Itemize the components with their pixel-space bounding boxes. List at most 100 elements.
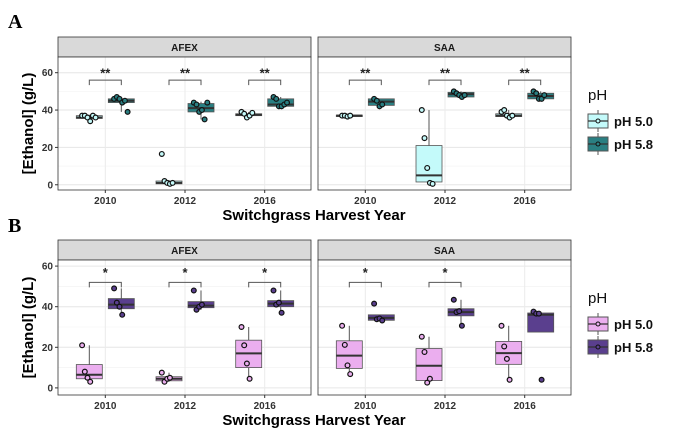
data-point [158, 369, 165, 376]
data-point [111, 285, 118, 292]
significance-label: * [262, 265, 268, 280]
data-point [273, 95, 280, 102]
data-point [87, 118, 94, 125]
y-axis-title: [Ethanol] (g/L) [20, 73, 37, 175]
legend-point [595, 344, 601, 350]
significance-label: ** [520, 66, 531, 81]
legend-title: pH [588, 87, 607, 104]
data-point [373, 97, 380, 104]
data-point [204, 99, 211, 106]
data-point [158, 150, 165, 157]
y-tick-label: 40 [42, 302, 54, 313]
boxplot-2010-ph50 [335, 112, 363, 120]
legend-point [595, 118, 601, 124]
data-point [246, 375, 253, 382]
boxplot-2012-ph58 [187, 99, 215, 123]
x-tick-label: 2010 [354, 401, 377, 412]
significance-bracket [348, 281, 382, 288]
data-point [418, 107, 425, 114]
significance-label: * [442, 265, 448, 280]
legend-label: pH 5.0 [614, 317, 653, 332]
facet-afex: AFEX 2010 2012 2016 0 20 40 60 ** ** ** [42, 36, 312, 207]
y-tick-label: 0 [47, 383, 53, 394]
data-point [461, 92, 468, 99]
legend-point [595, 321, 601, 327]
significance-label: ** [440, 66, 451, 81]
significance-bracket [428, 281, 462, 288]
data-point [284, 99, 291, 106]
facet-strip-label: AFEX [171, 246, 198, 257]
legend: pH pH 5.0 pH 5.8 [587, 87, 653, 155]
data-point [424, 379, 431, 386]
data-point [498, 322, 505, 329]
significance-label: * [182, 265, 188, 280]
data-point [81, 368, 88, 375]
boxplot-2012-ph58 [447, 88, 475, 100]
significance-bracket [88, 79, 122, 86]
x-tick-label: 2016 [514, 196, 537, 207]
data-point [119, 311, 126, 318]
boxplot-2012-ph50 [155, 150, 183, 187]
boxplot-2012-ph50 [415, 107, 443, 187]
legend-key-ph58: pH 5.8 [587, 133, 653, 155]
data-point [371, 300, 378, 307]
significance-bracket [428, 79, 462, 86]
y-tick-label: 0 [47, 180, 53, 191]
x-axis-title: Switchgrass Harvest Year [222, 412, 405, 429]
data-point [190, 287, 197, 294]
significance-bracket [508, 79, 542, 86]
significance-bracket [248, 79, 282, 86]
data-point [379, 101, 386, 108]
x-tick-label: 2016 [254, 401, 277, 412]
plot-background [318, 57, 571, 190]
data-point [238, 323, 245, 330]
data-point [535, 310, 542, 317]
x-tick-label: 2016 [254, 196, 277, 207]
legend: pH pH 5.0 pH 5.8 [587, 290, 653, 358]
data-point [275, 299, 282, 306]
significance-label: ** [100, 66, 111, 81]
data-point [124, 108, 131, 115]
legend-key-ph50: pH 5.0 [587, 110, 653, 132]
data-point [249, 109, 256, 116]
data-point [193, 101, 200, 108]
data-point [198, 107, 205, 114]
facet-afex: AFEX 2010 2012 2016 0 20 40 60 * * * [42, 239, 312, 412]
data-point [421, 348, 428, 355]
significance-bracket [248, 281, 282, 288]
boxplot-2010-ph58 [367, 95, 395, 110]
significance-label: ** [180, 66, 191, 81]
data-point [541, 92, 548, 99]
significance-label: * [103, 265, 109, 280]
boxplot-2010-ph58 [107, 285, 135, 318]
y-tick-label: 20 [42, 143, 54, 154]
boxplot-2012-ph50 [415, 333, 443, 386]
y-tick-label: 60 [42, 68, 54, 79]
x-tick-label: 2010 [94, 401, 117, 412]
data-point [421, 135, 428, 142]
data-point [243, 360, 250, 367]
boxplot-2016-ph58 [267, 93, 295, 110]
boxplot-2010-ph50 [75, 342, 103, 385]
panel-border [57, 56, 312, 191]
boxplot-2010-ph50 [75, 112, 103, 125]
data-point [87, 378, 94, 385]
data-point [501, 107, 508, 114]
x-tick-label: 2012 [434, 401, 457, 412]
data-point [79, 342, 86, 349]
data-point [344, 362, 351, 369]
x-tick-label: 2012 [174, 196, 197, 207]
data-point [92, 114, 99, 121]
data-point [379, 317, 386, 324]
data-point [113, 299, 120, 306]
data-point [347, 371, 354, 378]
data-point [341, 341, 348, 348]
data-point [169, 179, 176, 186]
data-point [503, 355, 510, 362]
significance-bracket [168, 79, 202, 86]
x-tick-label: 2012 [434, 196, 457, 207]
significance-label: ** [360, 66, 371, 81]
boxplot-2016-ph50 [495, 322, 523, 383]
legend-key-ph50: pH 5.0 [587, 313, 653, 335]
